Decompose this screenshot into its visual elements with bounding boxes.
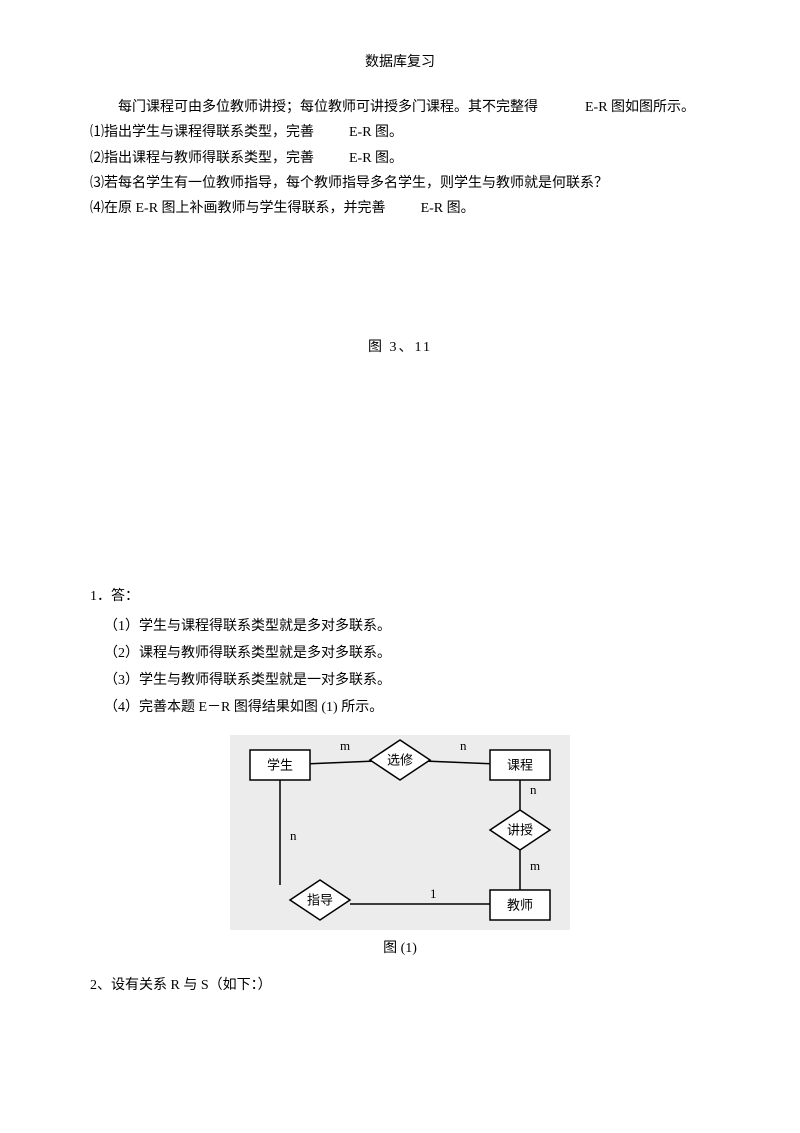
answer-1: （1）学生与课程得联系类型就是多对多联系。 [90,614,710,639]
er-node-label-select: 选修 [387,753,413,768]
edge-label: n [530,782,537,797]
er-node-label-teacher: 教师 [507,898,533,913]
figure-1-label: 图 (1) [90,936,710,961]
edge-label: n [290,828,297,843]
er-node-label-course: 课程 [507,758,533,773]
q2-b: E-R 图。 [349,151,403,166]
question-2-relations: 2、设有关系 R 与 S（如下：） [90,973,710,998]
question-1: ⑴指出学生与课程得联系类型，完善 E-R 图。 [90,120,710,145]
edge-label: m [340,738,350,753]
question-2: ⑵指出课程与教师得联系类型，完善 E-R 图。 [90,146,710,171]
question-3: ⑶若每名学生有一位教师指导，每个教师指导多名学生，则学生与教师就是何联系？ [90,171,710,196]
er-node-label-teach: 讲授 [507,823,533,838]
intro-text-a: 每门课程可由多位教师讲授；每位教师可讲授多门课程。其不完整得 [118,100,538,115]
edge-label: 1 [430,886,437,901]
answer-2: （2）课程与教师得联系类型就是多对多联系。 [90,641,710,666]
q1-b: E-R 图。 [349,125,403,140]
intro-text-b: E-R 图如图所示。 [585,100,695,115]
answer-4: （4）完善本题 E－R 图得结果如图 (1) 所示。 [90,695,710,720]
q2-a: ⑵指出课程与教师得联系类型，完善 [90,151,314,166]
er-node-label-student: 学生 [267,758,293,773]
er-node-label-guide: 指导 [307,893,333,908]
edge-label: n [460,738,467,753]
q4-a: ⑷在原 E-R 图上补画教师与学生得联系，并完善 [90,201,386,216]
q4-b: E-R 图。 [421,201,475,216]
er-diagram-container: m n n m n 1 学生 课程教师 选修讲授指导 [90,730,710,930]
page-header: 数据库复习 [90,50,710,75]
er-diagram: m n n m n 1 学生 课程教师 选修讲授指导 [210,730,590,930]
answer-title: 1．答： [90,584,710,609]
answer-3: （3）学生与教师得联系类型就是一对多联系。 [90,668,710,693]
edge-label: m [530,858,540,873]
question-4: ⑷在原 E-R 图上补画教师与学生得联系，并完善 E-R 图。 [90,196,710,221]
figure-3-11-label: 图 3、11 [90,335,710,360]
intro-line: 每门课程可由多位教师讲授；每位教师可讲授多门课程。其不完整得 E-R 图如图所示… [90,95,710,120]
q1-a: ⑴指出学生与课程得联系类型，完善 [90,125,314,140]
